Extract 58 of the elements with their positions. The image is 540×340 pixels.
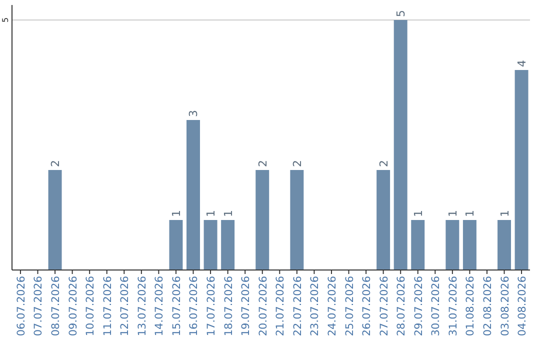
bar — [221, 220, 235, 270]
x-tick-label: 16.07.2026 — [188, 276, 200, 336]
x-tick-label: 29.07.2026 — [412, 276, 425, 336]
x-tick-label: 28.07.2026 — [396, 276, 408, 336]
x-tick-label: 30.07.2026 — [430, 276, 442, 336]
x-tick-label: 06.07.2026 — [15, 276, 28, 336]
bar — [446, 220, 460, 270]
data-label: 5 — [394, 10, 408, 17]
x-tick-label: 20.07.2026 — [257, 276, 270, 336]
x-tick-label: 22.07.2026 — [292, 276, 304, 336]
data-label: 3 — [187, 110, 200, 117]
x-tick-label: 18.07.2026 — [222, 276, 235, 336]
x-tick-label: 14.07.2026 — [154, 276, 166, 336]
data-label: 1 — [498, 210, 512, 217]
data-label: 4 — [516, 60, 529, 67]
data-label: 1 — [464, 210, 477, 217]
data-label: 2 — [290, 160, 304, 167]
bar — [462, 220, 476, 270]
x-tick-label: 15.07.2026 — [170, 276, 183, 336]
bar — [376, 170, 390, 270]
x-tick-label: 31.07.2026 — [447, 276, 460, 336]
data-label: 1 — [204, 210, 218, 217]
bar — [169, 220, 183, 270]
x-tick-label: 21.07.2026 — [274, 276, 287, 336]
x-tick-label: 01.08.2026 — [464, 276, 477, 336]
x-tick-label: 23.07.2026 — [309, 276, 322, 336]
data-label: 1 — [412, 210, 425, 217]
x-tick-label: 04.08.2026 — [516, 276, 529, 336]
x-tick-label: 26.07.2026 — [361, 276, 374, 336]
data-label: 2 — [377, 160, 390, 167]
bar — [290, 170, 304, 270]
x-tick-label: 13.07.2026 — [136, 276, 148, 336]
bar — [498, 220, 511, 270]
x-tick-label: 11.07.2026 — [102, 276, 114, 336]
data-label: 1 — [222, 210, 235, 217]
data-label: 2 — [256, 160, 270, 167]
x-tick-label: 10.07.2026 — [84, 276, 97, 336]
x-tick-label: 27.07.2026 — [378, 276, 390, 336]
bar — [186, 120, 200, 270]
bar — [514, 70, 528, 270]
x-tick-label: 25.07.2026 — [344, 276, 356, 336]
data-label: 2 — [49, 160, 62, 167]
bar — [204, 220, 218, 270]
x-tick-label: 17.07.2026 — [206, 276, 218, 336]
bar — [256, 170, 270, 270]
x-tick-label: 03.08.2026 — [499, 276, 512, 336]
x-tick-label: 09.07.2026 — [67, 276, 80, 336]
bar — [48, 170, 62, 270]
x-tick-label: 24.07.2026 — [326, 276, 338, 336]
data-label: 1 — [446, 210, 460, 217]
bar — [394, 20, 408, 270]
data-label: 1 — [170, 210, 183, 217]
x-tick-label: 07.07.2026 — [32, 276, 45, 336]
x-tick-label: 08.07.2026 — [50, 276, 62, 336]
x-tick-label: 12.07.2026 — [119, 276, 132, 336]
x-tick-label: 19.07.2026 — [240, 276, 252, 336]
bar — [411, 220, 425, 270]
x-tick-label: 02.08.2026 — [482, 276, 494, 336]
